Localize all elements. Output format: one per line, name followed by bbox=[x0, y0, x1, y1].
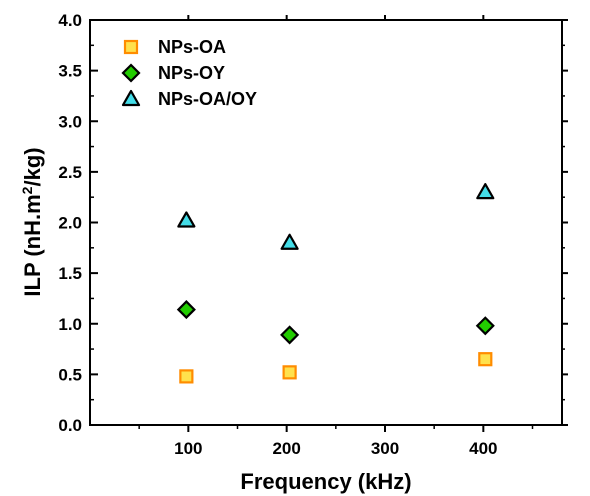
diamond-data-point bbox=[280, 325, 300, 345]
x-axis-ticks: 100 200 300 400 bbox=[138, 425, 534, 458]
legend-square-marker bbox=[123, 39, 139, 55]
x-tick-label: 300 bbox=[371, 439, 399, 458]
diamond-data-point bbox=[475, 316, 495, 336]
square-data-point bbox=[282, 365, 297, 380]
y-axis-ticks: 0.0 0.5 1.0 1.5 2.0 2.5 3.0 3.5 4.0 bbox=[58, 11, 98, 435]
legend: NPs-OA NPs-OY NPs-OA/OY bbox=[121, 37, 257, 109]
y-tick-label: 2.5 bbox=[58, 163, 82, 182]
y-axis-title-sup: 2 bbox=[19, 186, 35, 194]
right-axis-ticks bbox=[562, 19, 568, 426]
legend-label: NPs-OA/OY bbox=[158, 89, 257, 109]
y-tick-label: 3.0 bbox=[58, 112, 82, 131]
y-tick-label: 0.5 bbox=[58, 365, 82, 384]
y-tick-label: 3.5 bbox=[58, 62, 82, 81]
triangle-data-point bbox=[177, 211, 196, 228]
x-tick-label: 100 bbox=[174, 439, 202, 458]
top-axis-ticks bbox=[187, 15, 485, 20]
legend-diamond-marker bbox=[121, 63, 141, 83]
diamond-data-point bbox=[176, 300, 196, 320]
x-tick-label: 400 bbox=[469, 439, 497, 458]
y-tick-label: 2.0 bbox=[58, 214, 82, 233]
triangle-data-point bbox=[476, 183, 495, 200]
plot-area: 0.0 0.5 1.0 1.5 2.0 2.5 3.0 3.5 4.0 100 200 300 400 bbox=[58, 11, 568, 458]
y-tick-label: 1.0 bbox=[58, 315, 82, 334]
y-tick-label: 0.0 bbox=[58, 416, 82, 435]
square-data-point bbox=[478, 352, 493, 367]
y-axis-title-tail: /kg) bbox=[20, 147, 45, 186]
triangle-data-point bbox=[280, 233, 299, 250]
y-tick-label: 4.0 bbox=[58, 11, 82, 30]
x-axis-title: Frequency (kHz) bbox=[240, 469, 411, 494]
legend-label: NPs-OY bbox=[158, 63, 225, 83]
data-markers bbox=[176, 183, 495, 384]
legend-label: NPs-OA bbox=[158, 37, 226, 57]
legend-triangle-marker bbox=[121, 89, 141, 107]
y-tick-label: 1.5 bbox=[58, 264, 82, 283]
x-tick-label: 200 bbox=[272, 439, 300, 458]
y-axis-title: ILP (nH.m2/kg) bbox=[19, 147, 45, 296]
square-data-point bbox=[179, 369, 194, 384]
y-axis-title-main: ILP (nH.m bbox=[20, 194, 45, 296]
